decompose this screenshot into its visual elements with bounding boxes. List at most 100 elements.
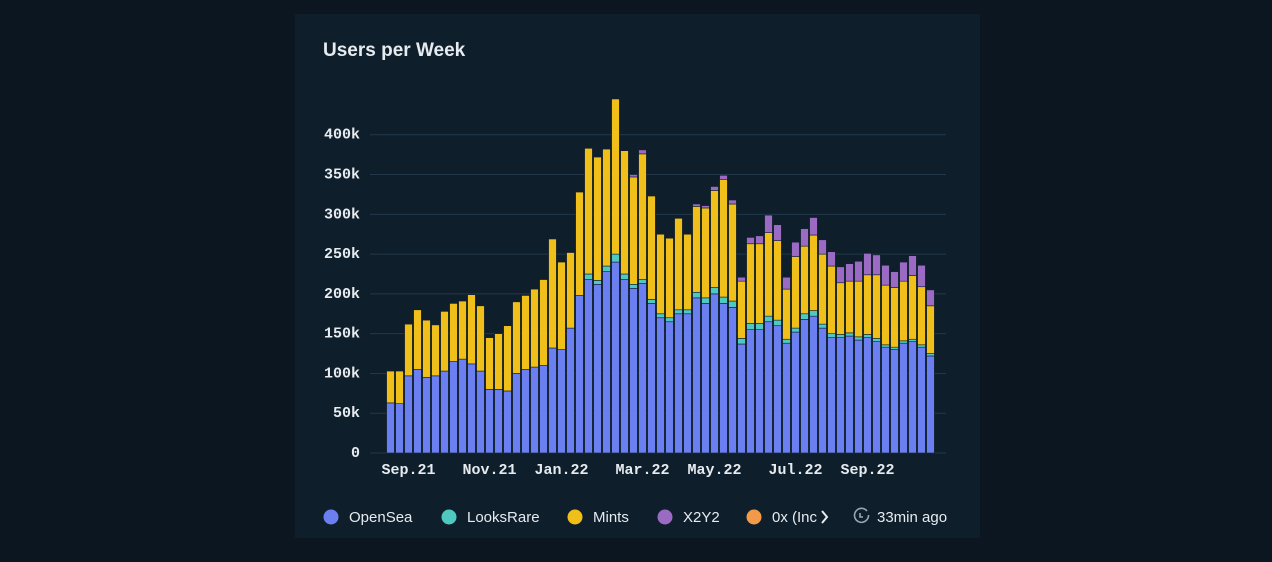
y-tick-label: 50k bbox=[333, 405, 360, 422]
bar-segment bbox=[746, 243, 755, 324]
bar-segment bbox=[665, 317, 674, 323]
bar-segment bbox=[881, 344, 890, 348]
bar-segment bbox=[818, 239, 827, 255]
bar-segment bbox=[692, 291, 701, 299]
bar-segment bbox=[863, 334, 872, 338]
bar-segment bbox=[773, 319, 782, 327]
bar-segment bbox=[674, 309, 683, 315]
bar-segment bbox=[620, 273, 629, 280]
bar-segment bbox=[800, 245, 809, 315]
bar-segment bbox=[926, 353, 935, 357]
bar-segment bbox=[431, 375, 440, 454]
bar-segment bbox=[692, 297, 701, 454]
bar-segment bbox=[404, 323, 413, 377]
bar-segment bbox=[782, 342, 791, 454]
bar-segment bbox=[782, 338, 791, 344]
bar-segment bbox=[548, 238, 557, 349]
bar-segment bbox=[656, 233, 665, 315]
bar-segment bbox=[629, 288, 638, 454]
legend-next[interactable] bbox=[821, 510, 829, 524]
legend-label: LooksRare bbox=[467, 509, 540, 526]
bar-segment bbox=[413, 369, 422, 454]
bar-segment bbox=[764, 214, 773, 233]
bar-segment bbox=[800, 228, 809, 247]
bar-segment bbox=[431, 324, 440, 377]
bar-segment bbox=[710, 190, 719, 288]
y-tick-label: 350k bbox=[324, 167, 360, 184]
bar-segment bbox=[818, 327, 827, 454]
bar-segment bbox=[602, 271, 611, 454]
bar-segment bbox=[926, 289, 935, 307]
bar-segment bbox=[494, 389, 503, 454]
bar-segment bbox=[845, 332, 854, 337]
bar-segment bbox=[620, 150, 629, 275]
bar-segment bbox=[638, 283, 647, 454]
bar-segment bbox=[908, 338, 917, 342]
bar-segment bbox=[791, 256, 800, 329]
bar-segment bbox=[728, 199, 737, 205]
bar-segment bbox=[872, 341, 881, 454]
bar-segment bbox=[539, 365, 548, 454]
x-tick-label: Mar.22 bbox=[615, 462, 669, 479]
bar-segment bbox=[872, 338, 881, 342]
bar-segment bbox=[791, 327, 800, 333]
y-tick-label: 100k bbox=[324, 365, 360, 382]
bar-segment bbox=[737, 280, 746, 339]
bar-segment bbox=[665, 237, 674, 319]
legend-swatch bbox=[746, 509, 762, 525]
legend-swatch bbox=[441, 509, 457, 525]
bar-segment bbox=[854, 339, 863, 454]
bar-segment bbox=[422, 319, 431, 378]
bar-segment bbox=[611, 261, 620, 454]
bar-segment bbox=[809, 310, 818, 317]
bar-segment bbox=[728, 203, 737, 302]
bar-segment bbox=[782, 276, 791, 290]
bar-segment bbox=[719, 296, 728, 304]
y-tick-label: 300k bbox=[324, 206, 360, 223]
legend-swatch bbox=[657, 509, 673, 525]
bar-segment bbox=[908, 341, 917, 454]
bar-segment bbox=[503, 325, 512, 392]
bar-segment bbox=[854, 336, 863, 341]
bar-segment bbox=[521, 369, 530, 454]
bar-segment bbox=[620, 279, 629, 454]
bar-segment bbox=[566, 252, 575, 329]
x-tick-label: Jan.22 bbox=[534, 462, 588, 479]
bar-segment bbox=[728, 300, 737, 308]
bar-segment bbox=[737, 338, 746, 345]
bar-segment bbox=[755, 329, 764, 454]
bar-segment bbox=[854, 280, 863, 338]
updated-time: 33min ago bbox=[877, 509, 947, 526]
bar-segment bbox=[602, 148, 611, 267]
bar-segment bbox=[710, 287, 719, 295]
bar-segment bbox=[485, 337, 494, 390]
bar-segment bbox=[836, 282, 845, 335]
bar-segment bbox=[863, 253, 872, 276]
bar-segment bbox=[755, 323, 764, 330]
bar-segment bbox=[584, 273, 593, 280]
bar-segment bbox=[701, 303, 710, 454]
bar-segment bbox=[890, 346, 899, 350]
bar-segment bbox=[683, 313, 692, 454]
bar-segment bbox=[836, 334, 845, 338]
bar-segment bbox=[647, 195, 656, 300]
bar-segment bbox=[512, 301, 521, 374]
bar-segment bbox=[782, 288, 791, 340]
bar-segment bbox=[710, 186, 719, 191]
bar-segment bbox=[629, 284, 638, 289]
legend-label: Mints bbox=[593, 509, 629, 526]
bar-segment bbox=[737, 276, 746, 282]
bar-segment bbox=[674, 218, 683, 311]
x-tick-label: May.22 bbox=[687, 462, 741, 479]
bar-segment bbox=[692, 206, 701, 293]
bar-segment bbox=[899, 261, 908, 282]
bar-segment bbox=[845, 335, 854, 454]
bar-segment bbox=[908, 255, 917, 276]
bar-segment bbox=[800, 319, 809, 454]
bar-segment bbox=[584, 279, 593, 454]
chart-title: Users per Week bbox=[323, 40, 466, 61]
bar-segment bbox=[683, 309, 692, 315]
x-tick-label: Jul.22 bbox=[768, 462, 822, 479]
bar-segment bbox=[404, 375, 413, 454]
bar-segment bbox=[773, 224, 782, 241]
